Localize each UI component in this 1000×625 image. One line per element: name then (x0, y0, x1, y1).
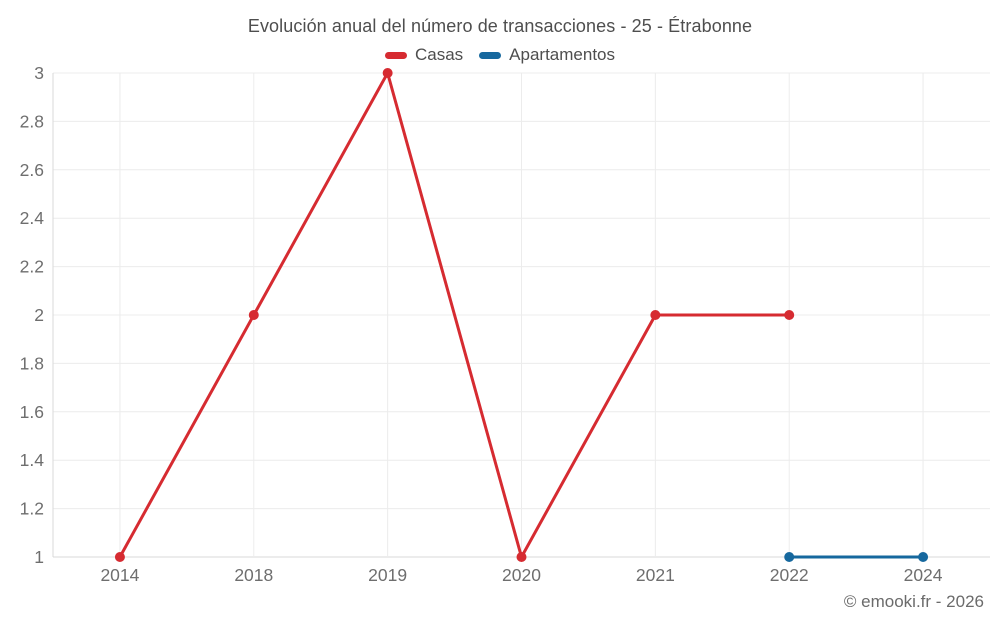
x-tick-label: 2024 (904, 565, 943, 585)
series-casas-line (118, 71, 791, 559)
legend-label: Casas (414, 45, 464, 64)
point-casas-2018[interactable] (248, 310, 259, 320)
y-tick-label: 2.8 (20, 111, 44, 131)
legend-label: Apartamentos (509, 45, 616, 64)
y-tick-label: 1.2 (20, 499, 44, 519)
legend-swatch-apartamentos (479, 51, 502, 59)
x-tick-label: 2014 (100, 565, 139, 585)
point-apartamentos-2024[interactable] (918, 552, 929, 562)
point-casas-2022[interactable] (784, 310, 795, 320)
legend-item-casas[interactable]: Casas (384, 45, 464, 65)
legend-swatch-casas (384, 51, 407, 59)
point-apartamentos-2022[interactable] (784, 552, 795, 562)
y-tick-label: 2.4 (20, 208, 45, 228)
y-tick-label: 2.2 (20, 257, 44, 277)
x-tick-label: 2019 (368, 565, 407, 585)
x-tick-label: 2020 (502, 565, 541, 585)
point-casas-2020[interactable] (516, 552, 527, 562)
copyright-note: © emooki.fr - 2026 (843, 592, 984, 611)
legend-item-apartamentos[interactable]: Apartamentos (479, 45, 615, 65)
point-casas-2014[interactable] (114, 552, 125, 562)
y-tick-label: 1 (34, 547, 44, 567)
y-tick-label: 1.8 (20, 353, 44, 373)
y-tick-label: 3 (34, 63, 44, 83)
x-tick-label: 2018 (234, 565, 273, 585)
y-tick-label: 1.4 (20, 450, 45, 470)
point-casas-2021[interactable] (650, 310, 661, 320)
y-tick-label: 1.6 (20, 402, 44, 422)
y-tick-label: 2.6 (20, 160, 44, 180)
chart-title: Evolución anual del número de transaccio… (247, 16, 753, 36)
y-tick-label: 2 (34, 305, 44, 325)
point-casas-2019[interactable] (382, 68, 393, 78)
chart-legend: Casas Apartamentos (0, 45, 1000, 65)
x-tick-label: 2022 (770, 565, 809, 585)
x-tick-label: 2021 (636, 565, 675, 585)
